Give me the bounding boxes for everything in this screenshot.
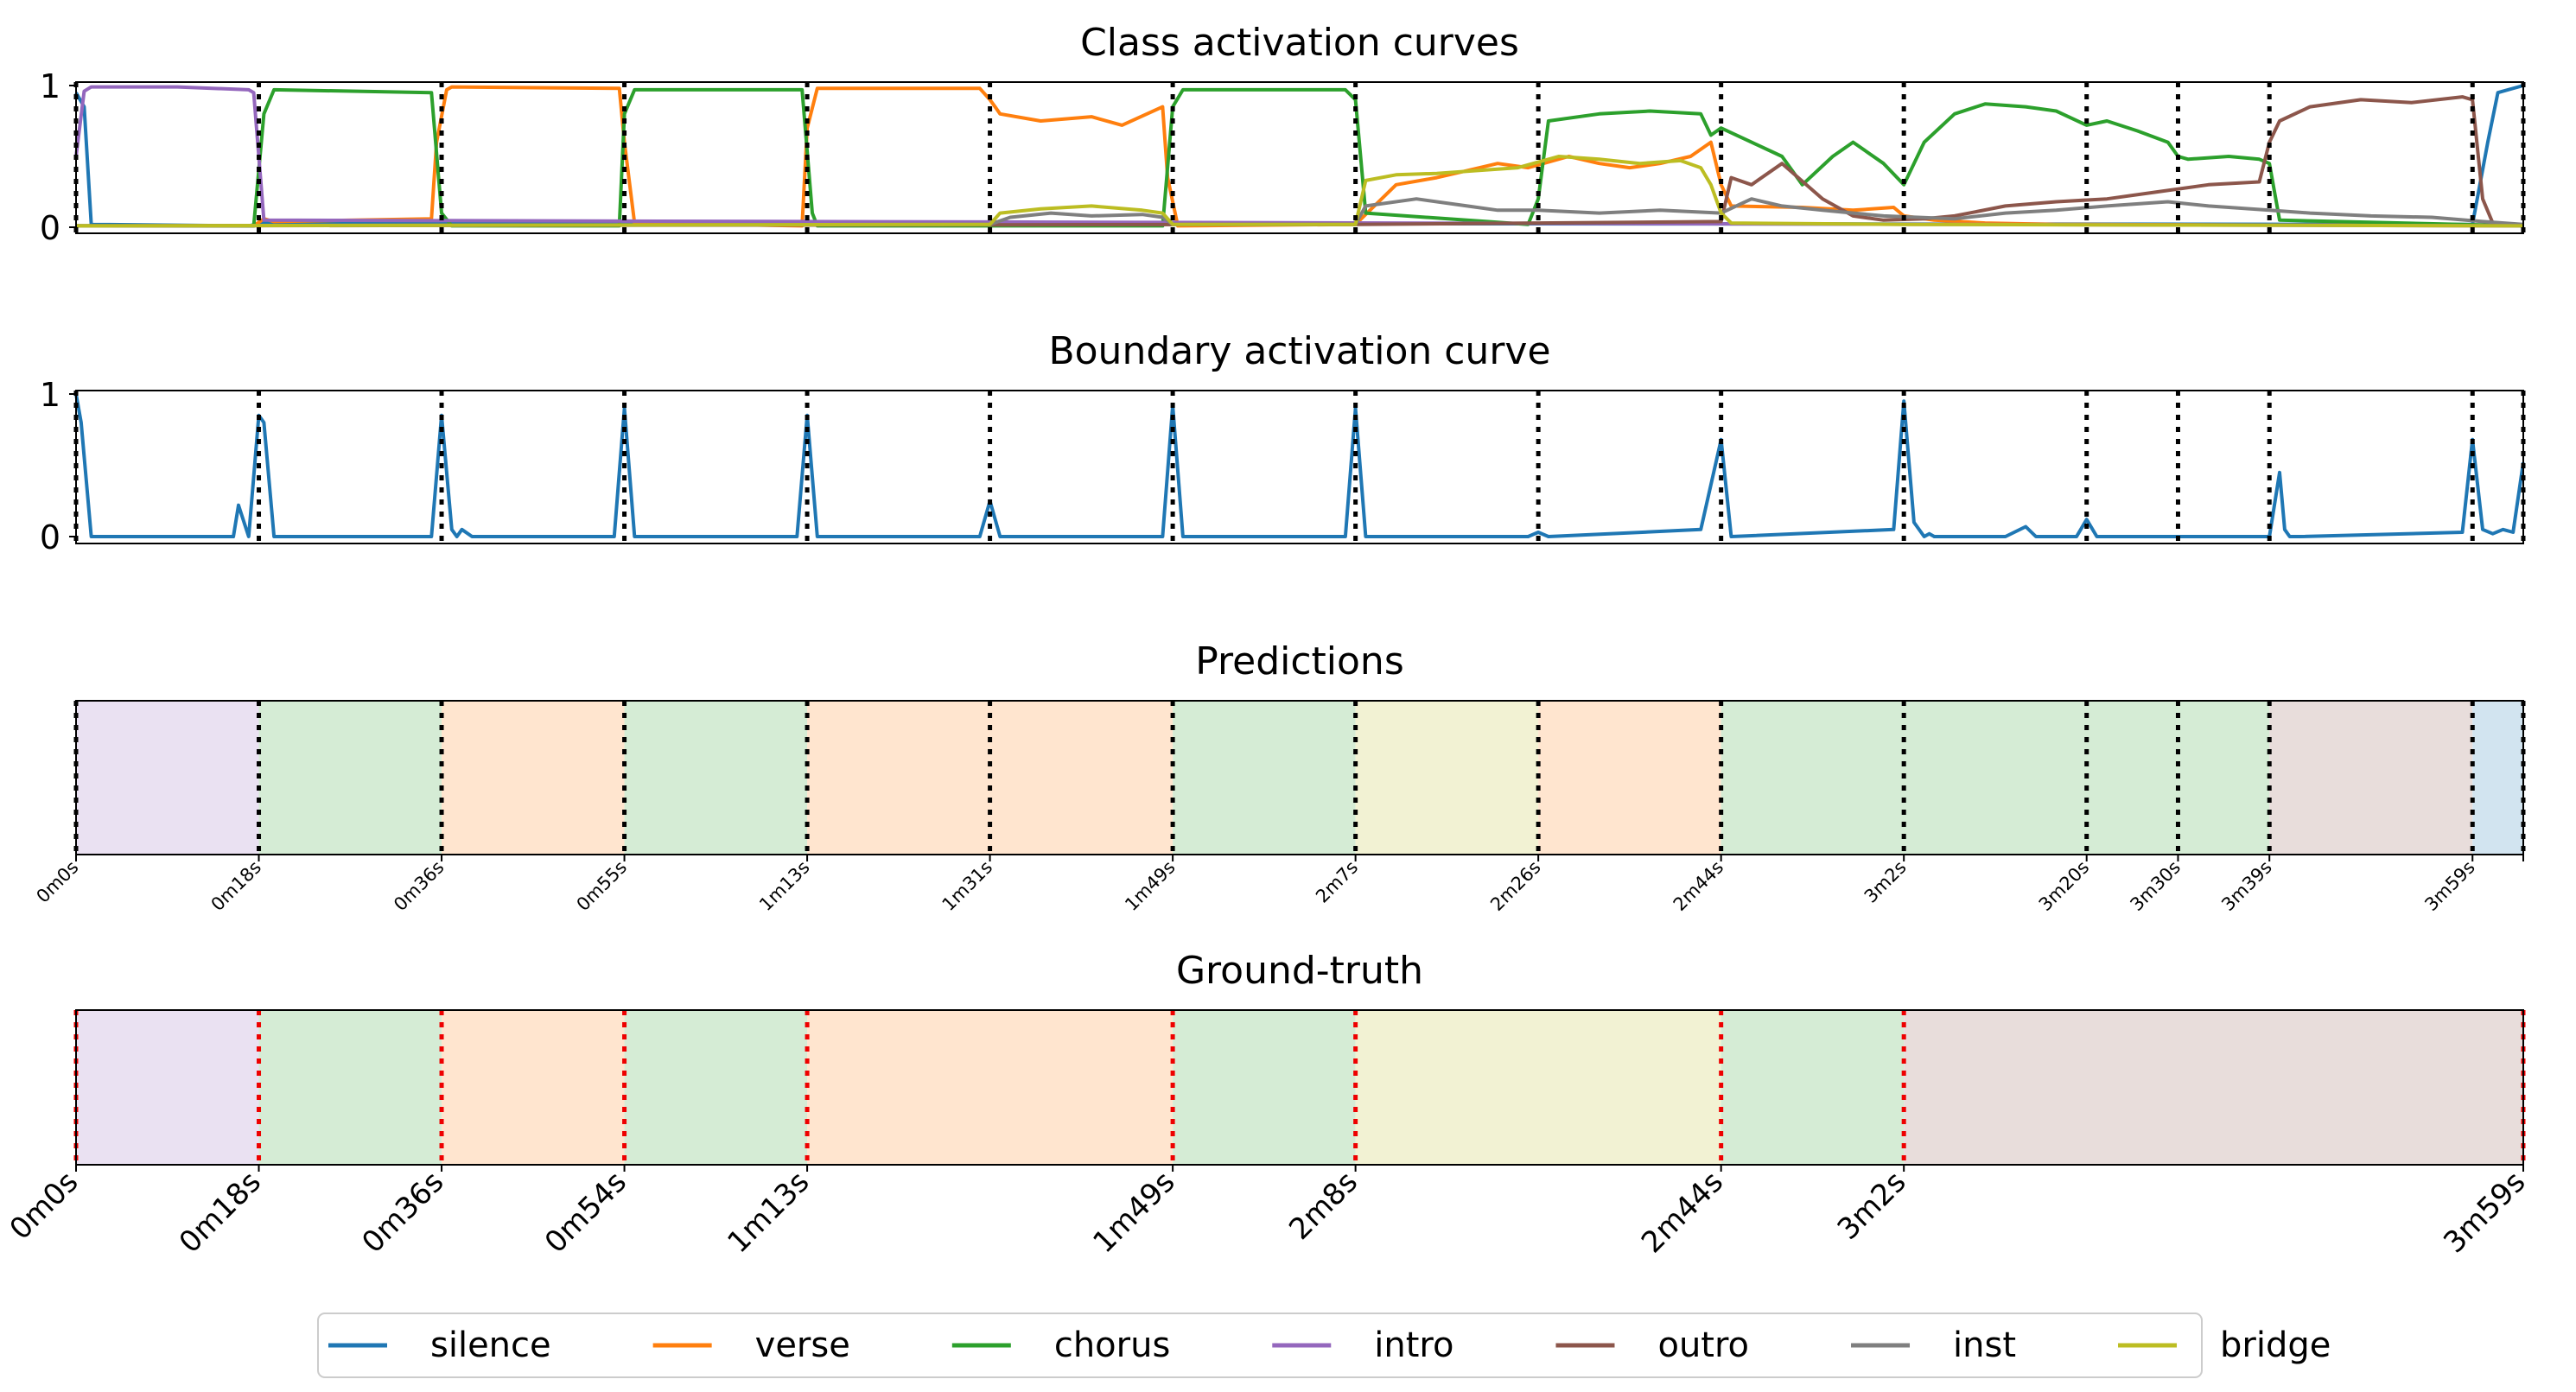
boundary-activation-ytick-0: 0 bbox=[40, 518, 60, 556]
pred-segment-verse-7 bbox=[1538, 701, 1721, 855]
legend-label-chorus: chorus bbox=[1054, 1325, 1170, 1365]
boundary-activation-frame bbox=[75, 390, 2524, 544]
boundary-activation-panel: Boundary activation curve 1 0 bbox=[40, 329, 2526, 556]
series-line-verse bbox=[76, 85, 2524, 228]
series-line-bridge bbox=[75, 155, 2524, 228]
class-activation-plot-area bbox=[73, 82, 2526, 233]
legend-label-verse: verse bbox=[755, 1325, 850, 1365]
pred-segment-chorus-5 bbox=[1173, 701, 1356, 855]
pred-segment-intro-0 bbox=[76, 701, 259, 855]
series-line-outro bbox=[75, 95, 2524, 228]
gt-segment-bridge-6 bbox=[1355, 1010, 1721, 1165]
boundary-activation-title: Boundary activation curve bbox=[1048, 329, 1550, 373]
gt-segment-chorus-7 bbox=[1721, 1010, 1905, 1165]
gt-segment-chorus-3 bbox=[624, 1010, 808, 1165]
pred-segment-outro-9 bbox=[2269, 701, 2473, 855]
pred-segment-bridge-6 bbox=[1355, 701, 1539, 855]
gt-segment-verse-2 bbox=[442, 1010, 625, 1165]
pred-segment-chorus-1 bbox=[258, 701, 442, 855]
legend-label-intro: intro bbox=[1374, 1325, 1453, 1365]
pred-segment-chorus-8 bbox=[1721, 701, 2270, 855]
pred-segment-silence-10 bbox=[2472, 701, 2523, 855]
gt-segment-verse-4 bbox=[807, 1010, 1174, 1165]
legend-label-inst: inst bbox=[1953, 1325, 2016, 1365]
predictions-frame bbox=[75, 700, 2524, 855]
class-activation-frame bbox=[75, 81, 2524, 234]
class-activation-ytick-0: 0 bbox=[40, 209, 60, 247]
series-line-intro bbox=[74, 85, 2524, 228]
class-activation-title: Class activation curves bbox=[1080, 21, 1519, 65]
predictions-plot-area bbox=[73, 701, 2526, 855]
pred-segment-chorus-3 bbox=[624, 701, 808, 855]
class-activation-panel: Class activation curves 1 0 bbox=[40, 21, 2526, 247]
class-activation-ytick-1: 1 bbox=[40, 67, 60, 105]
gt-segment-chorus-5 bbox=[1173, 1010, 1356, 1165]
gt-segment-intro-0 bbox=[76, 1010, 259, 1165]
legend-label-outro: outro bbox=[1657, 1325, 1749, 1365]
legend: silence verse chorus intro outro inst bridge bbox=[317, 1313, 2331, 1378]
boundary-activation-ytick-1: 1 bbox=[40, 376, 60, 414]
legend-frame bbox=[317, 1313, 2203, 1378]
ground-truth-plot-area bbox=[73, 1010, 2526, 1165]
pred-segment-verse-2 bbox=[442, 701, 625, 855]
predictions-title: Predictions bbox=[1195, 639, 1404, 683]
legend-label-silence: silence bbox=[430, 1325, 551, 1365]
gt-segment-outro-8 bbox=[1904, 1010, 2523, 1165]
ground-truth-frame bbox=[75, 1009, 2524, 1166]
series-line-silence bbox=[74, 84, 2524, 228]
series-line-silence bbox=[74, 393, 2525, 538]
gt-segment-chorus-1 bbox=[258, 1010, 442, 1165]
legend-label-bridge: bridge bbox=[2220, 1325, 2331, 1365]
ground-truth-title: Ground-truth bbox=[1176, 949, 1423, 993]
